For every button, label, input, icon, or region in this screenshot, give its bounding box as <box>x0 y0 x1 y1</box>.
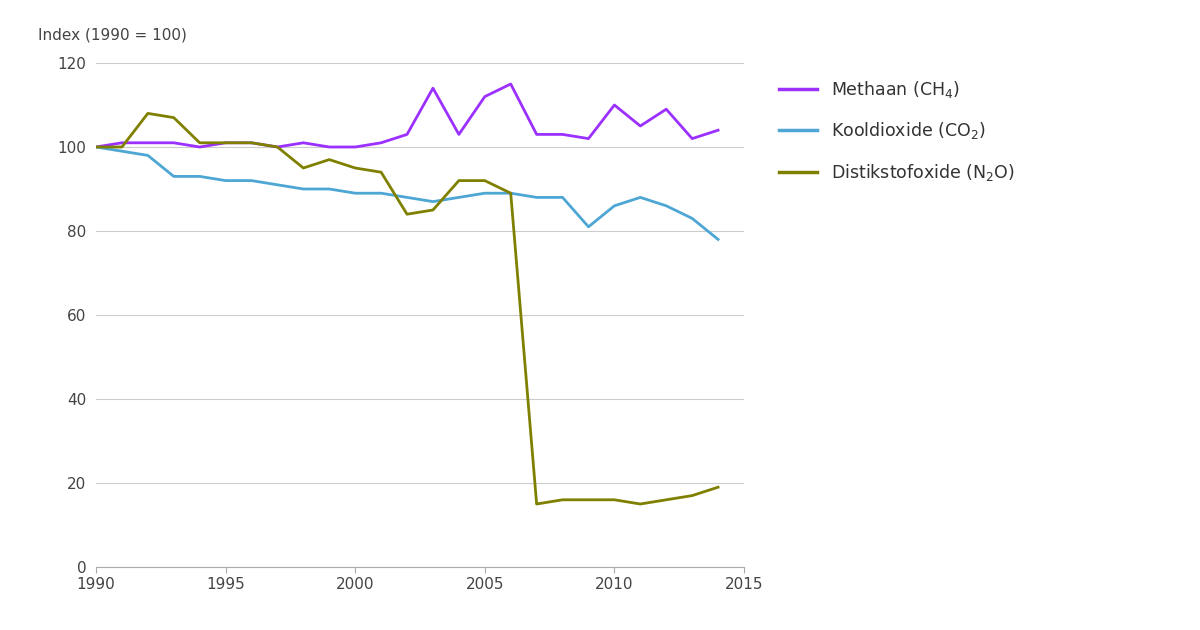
Legend: Methaan (CH$_4$), Kooldioxide (CO$_2$), Distikstofoxide (N$_2$O): Methaan (CH$_4$), Kooldioxide (CO$_2$), … <box>772 72 1021 190</box>
Text: Index (1990 = 100): Index (1990 = 100) <box>37 28 186 43</box>
